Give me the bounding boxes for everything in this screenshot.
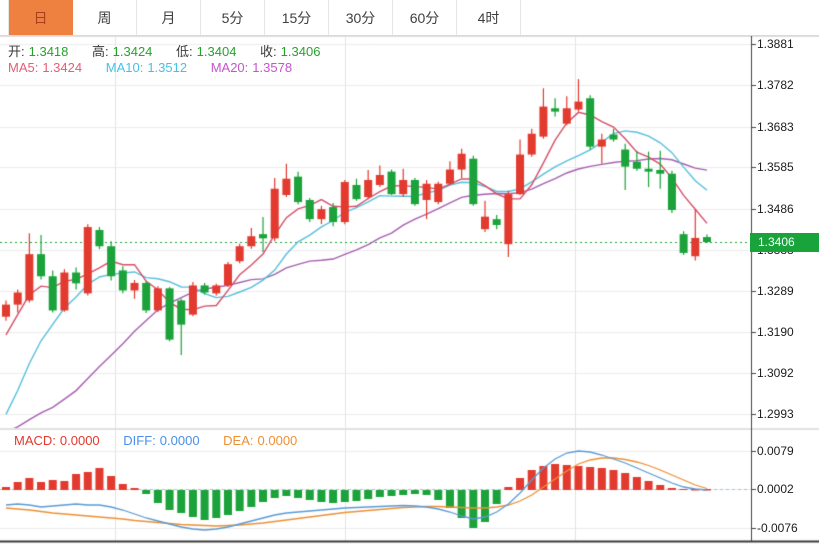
price-tick-label: 1.2993 [757,407,794,422]
high-value: 1.3424 [112,44,153,59]
ma20-label: MA20: [210,60,249,75]
tab-period-3[interactable]: 5分 [201,0,265,35]
close-value: 1.3406 [280,44,321,59]
price-tick-label: 1.3289 [757,283,794,298]
macd-tick-label: 0.0079 [757,443,794,458]
ma5-value: 1.3424 [42,60,83,75]
period-tabbar: 日周月 5分 15分 30分 60分 4时 [0,0,819,36]
price-tick-label: 1.3782 [757,78,794,93]
macd-value: 0.0000 [59,433,100,448]
low-label: 低: [176,44,193,59]
macd-label: MACD: [14,433,56,448]
ma10-value: 1.3512 [147,60,188,75]
diff-label: DIFF: [123,433,156,448]
macd-tick-label: -0.0076 [757,521,798,535]
price-tick-label: 1.3881 [757,37,794,52]
ma5-label: MA5: [8,60,39,75]
price-tick-label: 1.3683 [757,119,794,134]
open-value: 1.3418 [28,44,69,59]
ma10-label: MA10: [105,60,144,75]
price-tick-label: 1.3092 [757,365,794,380]
tab-period-7[interactable]: 4时 [457,0,521,35]
dea-label: DEA: [223,433,254,448]
tab-period-6[interactable]: 60分 [393,0,457,35]
dea-value: 0.0000 [257,433,298,448]
diff-value: 0.0000 [159,433,200,448]
open-label: 开: [8,44,25,59]
close-label: 收: [260,44,277,59]
tab-period-5[interactable]: 30分 [329,0,393,35]
ma20-value: 1.3578 [252,60,293,75]
tab-period-2[interactable]: 月 [137,0,201,35]
ma-row: MA5: 1.3424 MA10: 1.3512 MA20: 1.3578 [8,60,296,75]
tab-period-4[interactable]: 15分 [265,0,329,35]
low-value: 1.3404 [196,44,237,59]
macd-tick-label: 0.0002 [757,482,794,496]
high-label: 高: [92,44,109,59]
tab-period-1[interactable]: 周 [73,0,137,35]
current-price-value: 1.3406 [758,235,795,250]
ohlc-row: 开: 1.3418 高: 1.3424 低: 1.3404 收: 1.3406 [8,41,324,60]
tab-period-0[interactable]: 日 [8,0,73,35]
price-tick-label: 1.3190 [757,325,794,340]
current-price-tag: 1.3406 [750,232,819,252]
price-tick-label: 1.3486 [757,201,794,216]
macd-header-row: MACD: 0.0000 DIFF: 0.0000 DEA: 0.0000 [14,433,301,448]
price-tick-label: 1.3585 [757,160,794,175]
